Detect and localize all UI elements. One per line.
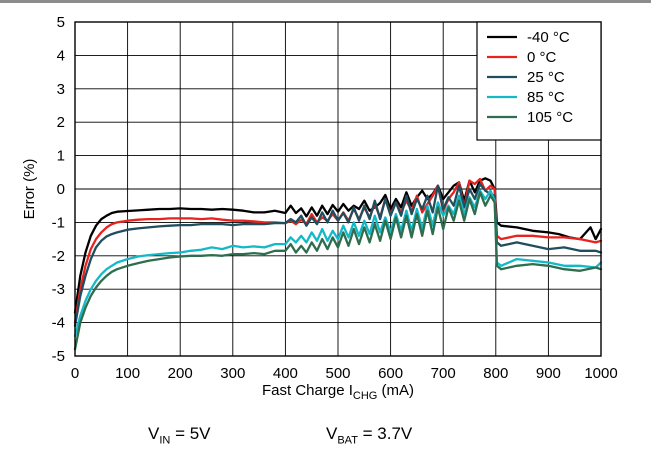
plot-frame <box>74 21 602 357</box>
x-tick-label: 200 <box>168 365 193 382</box>
x-tick-label: 600 <box>378 365 403 382</box>
x-tick-label: 500 <box>325 365 350 382</box>
legend-label: 105 °C <box>527 109 573 126</box>
y-tick-label: -4 <box>52 315 65 332</box>
x-tick-label: 100 <box>115 365 140 382</box>
x-tick-label: 1000 <box>584 365 617 382</box>
y-tick-label: -2 <box>52 248 65 265</box>
x-tick-label: 900 <box>536 365 561 382</box>
y-tick-label: 1 <box>57 148 65 165</box>
series-line-1 <box>73 177 603 314</box>
x-tick-label: 800 <box>483 365 508 382</box>
vbat-value: = 3.7V <box>357 424 413 443</box>
input-voltage-condition: VIN = 5V <box>148 424 211 446</box>
x-axis-title-main: Fast Charge I <box>262 382 353 399</box>
x-axis-title-subscript: CHG <box>353 390 377 402</box>
y-tick-label: 4 <box>57 47 65 64</box>
vin-value: = 5V <box>170 424 211 443</box>
vin-subscript: IN <box>159 434 171 447</box>
top-border-rule <box>0 0 651 3</box>
x-axis-title: Fast Charge ICHG (mA) <box>262 382 414 402</box>
y-tick-label: -5 <box>52 348 65 365</box>
series-lines <box>73 177 603 351</box>
y-tick-labels: 5 4 3 2 1 0 -1 -2 -3 -4 -5 <box>52 14 65 365</box>
legend-label: 25 °C <box>527 69 565 86</box>
battery-voltage-condition: VBAT = 3.7V <box>326 424 412 446</box>
legend-label: 85 °C <box>527 89 565 106</box>
series-line-5 <box>73 191 603 351</box>
vbat-symbol: V <box>326 424 338 443</box>
x-tick-label: 300 <box>220 365 245 382</box>
y-tick-label: 5 <box>57 14 65 31</box>
y-tick-label: -3 <box>52 281 65 298</box>
x-tick-labels: 0 100 200 300 400 500 600 700 800 900 1000 <box>71 365 618 382</box>
x-tick-label: 0 <box>71 365 79 382</box>
y-tick-label: 0 <box>57 181 65 198</box>
x-axis-title-suffix: (mA) <box>377 382 414 399</box>
legend-box <box>476 21 602 141</box>
legend: -40 °C 0 °C 25 °C 85 °C 105 °C <box>476 21 602 141</box>
legend-label: 0 °C <box>527 49 557 66</box>
y-tick-label: 2 <box>57 114 65 131</box>
y-axis-title: Error (%) <box>21 159 38 220</box>
x-tick-label: 400 <box>273 365 298 382</box>
series-line-3 <box>73 182 603 328</box>
vbat-subscript: BAT <box>337 434 358 447</box>
y-tick-label: 3 <box>57 81 65 98</box>
vin-symbol: V <box>148 424 160 443</box>
legend-label: -40 °C <box>527 29 570 46</box>
y-tick-label: -1 <box>52 214 65 231</box>
x-tick-label: 700 <box>431 365 456 382</box>
